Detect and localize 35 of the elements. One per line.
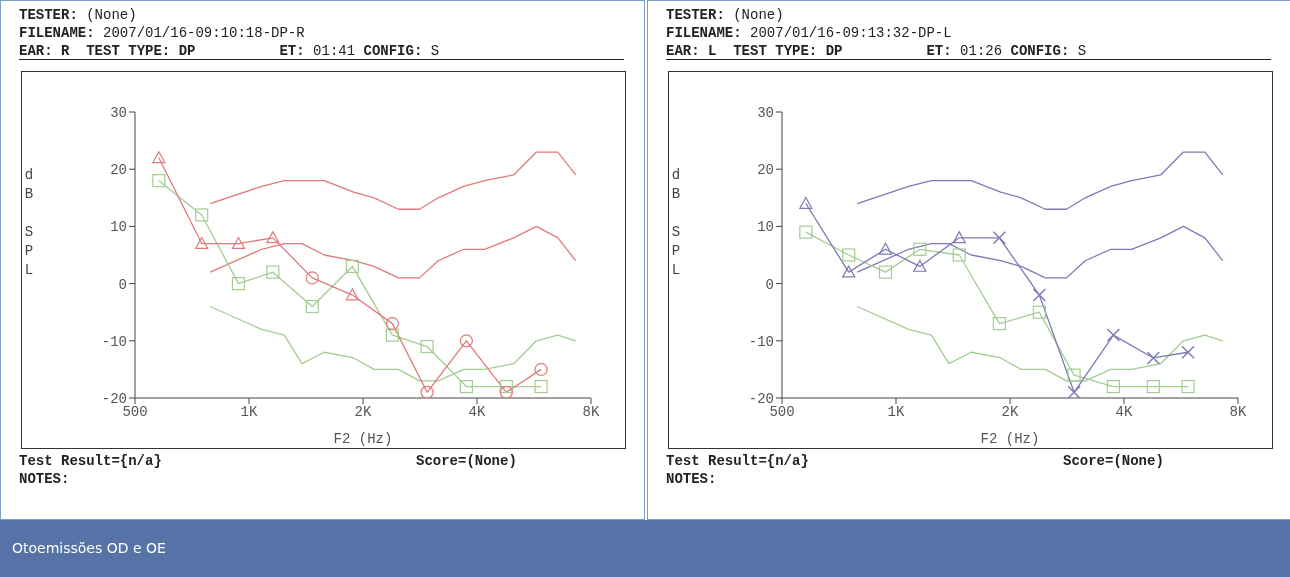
text: TESTER: (None) (19, 7, 137, 23)
text: dB SPL (24, 167, 34, 278)
x-tick-label: 1K (240, 403, 258, 420)
x-axis-title: F2 (Hz) (333, 431, 393, 447)
y-tick-label: 0 (765, 276, 774, 293)
text: Score=(None) (416, 453, 517, 469)
x-tick-label: 2K (354, 403, 372, 420)
y-tick-label: 20 (110, 162, 127, 179)
y-tick-label: 30 (757, 104, 774, 121)
x-tick-label: 4K (1115, 403, 1133, 420)
text: dB SPL (671, 167, 681, 278)
y-tick-label: -10 (101, 333, 127, 350)
text: TESTER: (None) (666, 7, 784, 23)
x-tick-label: 2K (1001, 403, 1019, 420)
y-tick-label: -10 (748, 333, 774, 350)
x-axis-title: F2 (Hz) (980, 431, 1040, 447)
text: EAR: L TEST TYPE: DP ET: 01:26 CONFIG: S (666, 43, 1087, 59)
text: NOTES: (19, 471, 70, 487)
x-tick-label: 8K (1229, 403, 1247, 420)
y-tick-label: 10 (757, 219, 774, 236)
text: Test Result={n/a} (666, 453, 809, 469)
y-tick-label: 30 (110, 104, 127, 121)
x-tick-label: 4K (468, 403, 486, 420)
y-tick-label: 20 (757, 162, 774, 179)
x-tick-label: 8K (582, 403, 600, 420)
text: EAR: R TEST TYPE: DP ET: 01:41 CONFIG: S (19, 43, 440, 59)
text: Score=(None) (1063, 453, 1164, 469)
y-tick-label: 0 (118, 276, 127, 293)
text: Otoemissões OD e OE (12, 540, 166, 556)
x-tick-label: 1K (887, 403, 905, 420)
text: FILENAME: 2007/01/16-09:10:18-DP-R (19, 25, 305, 41)
y-tick-label: 10 (110, 219, 127, 236)
text: NOTES: (666, 471, 717, 487)
text: FILENAME: 2007/01/16-09:13:32-DP-L (666, 25, 952, 41)
text: Test Result={n/a} (19, 453, 162, 469)
